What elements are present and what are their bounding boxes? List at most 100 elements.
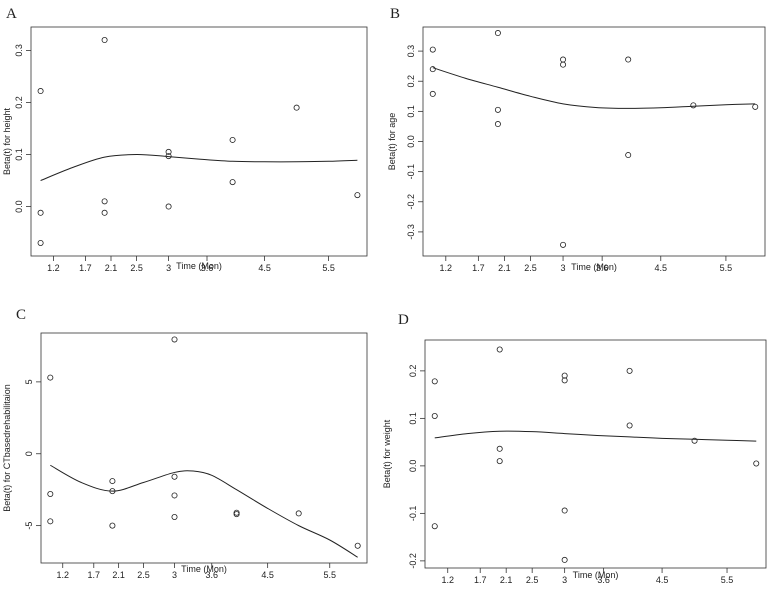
panel-a-data-point	[37, 88, 44, 95]
panel-c-smooth-curve	[50, 464, 358, 558]
panel-c-x-tick-label: 2.1	[112, 570, 125, 580]
panel-d-data-point	[496, 445, 503, 452]
panel-a-data-point	[165, 203, 172, 210]
panel-d-data-point	[626, 367, 633, 374]
panel-a-data-point	[101, 198, 108, 205]
panel-b-y-tick-label: -0.2	[406, 194, 416, 210]
panel-c-data-point	[171, 336, 178, 343]
panel-d-x-tick-label: 1.2	[441, 575, 454, 585]
panel-b-data-point	[429, 90, 436, 97]
panel-a: A 1.2 1.7 2.1 2.5 3 3.6 4.5 5.5 0.0 0.1 0.2 0.3 Time…	[2, 6, 368, 273]
panel-b-data-point	[560, 61, 567, 68]
panel-b-y-tick-label: -0.1	[406, 164, 416, 180]
panel-b-y-tick-label: 0.3	[406, 45, 416, 58]
panel-c-data-point	[109, 522, 116, 529]
panel-b-data-point	[494, 106, 501, 113]
panel-a-x-tick-label: 3.6	[201, 263, 214, 273]
panel-b-plot-frame	[422, 26, 766, 257]
panel-a-data-point	[293, 104, 300, 111]
panel-c-y-tick-label: 0	[24, 451, 34, 456]
panel-d-x-tick-label: 2.1	[500, 575, 513, 585]
panel-b-data-point	[560, 56, 567, 63]
panel-b-x-tick-label: 2.1	[498, 263, 511, 273]
panel-a-x-tick-label: 3	[166, 263, 171, 273]
panel-c-data-point	[233, 511, 240, 518]
panel-a-y-tick-label: 0.0	[14, 200, 24, 213]
panel-d-x-tick-label: 1.7	[474, 575, 487, 585]
panel-d-y-tick-label: 0.1	[408, 412, 418, 425]
panel-c-data-point	[47, 518, 54, 525]
panel-b-x-tick-label: 5.5	[720, 263, 733, 273]
panel-c-x-tick-label: 2.5	[137, 570, 150, 580]
panel-c-plot-frame	[40, 332, 368, 564]
panel-a-x-tick-label: 1.2	[47, 263, 60, 273]
panel-a-data-point	[37, 239, 44, 246]
panel-b: B 1.2 1.7 2.1 2.5 3 3.6 4.5 5.5 -0.3 -0.2 -0.1 0.0 0…	[387, 6, 766, 273]
panel-c-data-point	[109, 488, 116, 495]
panel-a-y-tick-label: 0.2	[14, 96, 24, 109]
panel-a-x-tick-label: 5.5	[322, 263, 335, 273]
panel-b-data-point	[429, 46, 436, 53]
panel-a-data-point	[165, 153, 172, 160]
panel-b-data-point	[690, 102, 697, 109]
panel-a-data-point	[165, 148, 172, 155]
panel-c-data-point	[109, 478, 116, 485]
panel-d-data-point	[753, 460, 760, 467]
panel-b-x-axis-title: Time (Mon)	[571, 262, 617, 272]
panel-c-x-tick-label: 1.7	[88, 570, 101, 580]
panel-b-data-point	[429, 66, 436, 73]
panel-c-x-tick-label: 1.2	[56, 570, 69, 580]
panel-a-x-tick-label: 1.7	[79, 263, 92, 273]
panel-d-letter: D	[398, 312, 409, 328]
panel-c-letter: C	[16, 307, 26, 323]
panel-b-data-point	[494, 30, 501, 37]
panel-b-data-point	[752, 103, 759, 110]
panel-b-x-tick-label: 3	[561, 263, 566, 273]
panel-c-data-point	[47, 490, 54, 497]
panel-d-x-axis-title: Time (Mon)	[573, 570, 619, 580]
panel-b-letter: B	[390, 6, 400, 22]
panel-c-y-tick-label: -5	[24, 522, 34, 530]
panel-b-x-tick-label: 2.5	[524, 263, 537, 273]
panel-a-data-point	[101, 37, 108, 44]
panel-a-x-tick-label: 2.5	[130, 263, 143, 273]
panel-d-plot-frame	[424, 339, 767, 569]
panel-c-x-tick-label: 4.5	[261, 570, 274, 580]
panel-d-x-tick-label: 4.5	[656, 575, 669, 585]
panel-b-data-point	[560, 241, 567, 248]
panel-b-data-point	[625, 152, 632, 159]
panel-b-x-tick-label: 1.2	[440, 263, 453, 273]
panel-c: C 1.2 1.7 2.1 2.5 3 3.6 4.5 5.5 -5 0 5 Time (Mon) Be…	[2, 307, 368, 580]
panel-a-data-point	[37, 209, 44, 216]
panel-a-data-point	[354, 192, 361, 199]
panel-d-y-tick-label: 0.2	[408, 365, 418, 378]
panel-d-data-point	[626, 422, 633, 429]
panel-c-data-point	[171, 514, 178, 521]
panel-c-data-point	[171, 492, 178, 499]
panel-c-data-point	[354, 542, 361, 549]
panel-c-x-tick-label: 3.6	[206, 570, 219, 580]
panel-d-data-point	[561, 372, 568, 379]
panel-d-x-tick-label: 5.5	[721, 575, 734, 585]
panel-c-x-tick-label: 3	[172, 570, 177, 580]
panel-d: D 1.2 1.7 2.1 2.5 3 3.6 4.5 5.5 -0.2 -0.1 0.0 0.1 0.…	[382, 312, 767, 585]
panel-d-data-point	[431, 412, 438, 419]
panel-d-smooth-curve	[434, 430, 757, 442]
panel-b-y-tick-label: 0.0	[406, 135, 416, 148]
panel-c-data-point	[171, 473, 178, 480]
panel-a-x-axis-title: Time (Mon)	[176, 261, 222, 271]
panel-d-y-axis-title: Beta(t) for weight	[382, 419, 392, 488]
panel-b-y-tick-label: 0.2	[406, 75, 416, 88]
panel-d-data-point	[431, 523, 438, 530]
panel-a-smooth-curve	[40, 154, 358, 181]
panel-a-y-tick-label: 0.3	[14, 44, 24, 57]
panel-b-x-tick-label: 4.5	[655, 263, 668, 273]
panel-c-data-point	[295, 510, 302, 517]
panel-a-y-axis-title: Beta(t) for height	[2, 107, 12, 175]
panel-a-y-tick-label: 0.1	[14, 148, 24, 161]
panel-a-data-point	[101, 209, 108, 216]
panel-d-data-point	[496, 346, 503, 353]
panel-a-x-tick-label: 4.5	[258, 263, 271, 273]
panel-d-data-point	[561, 377, 568, 384]
